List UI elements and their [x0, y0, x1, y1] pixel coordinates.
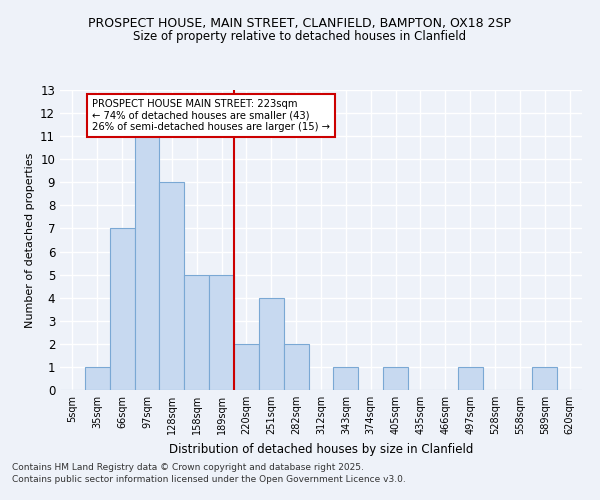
- Bar: [284, 344, 308, 390]
- Text: Contains HM Land Registry data © Crown copyright and database right 2025.: Contains HM Land Registry data © Crown c…: [12, 464, 364, 472]
- Text: PROSPECT HOUSE MAIN STREET: 223sqm
← 74% of detached houses are smaller (43)
26%: PROSPECT HOUSE MAIN STREET: 223sqm ← 74%…: [92, 99, 331, 132]
- Bar: [259, 298, 284, 390]
- Text: PROSPECT HOUSE, MAIN STREET, CLANFIELD, BAMPTON, OX18 2SP: PROSPECT HOUSE, MAIN STREET, CLANFIELD, …: [89, 18, 511, 30]
- Bar: [85, 367, 110, 390]
- Bar: [383, 367, 408, 390]
- Bar: [234, 344, 259, 390]
- Bar: [184, 274, 209, 390]
- Bar: [160, 182, 184, 390]
- Bar: [110, 228, 134, 390]
- Bar: [134, 136, 160, 390]
- Bar: [209, 274, 234, 390]
- Bar: [532, 367, 557, 390]
- X-axis label: Distribution of detached houses by size in Clanfield: Distribution of detached houses by size …: [169, 442, 473, 456]
- Y-axis label: Number of detached properties: Number of detached properties: [25, 152, 35, 328]
- Bar: [334, 367, 358, 390]
- Bar: [458, 367, 482, 390]
- Text: Contains public sector information licensed under the Open Government Licence v3: Contains public sector information licen…: [12, 474, 406, 484]
- Text: Size of property relative to detached houses in Clanfield: Size of property relative to detached ho…: [133, 30, 467, 43]
